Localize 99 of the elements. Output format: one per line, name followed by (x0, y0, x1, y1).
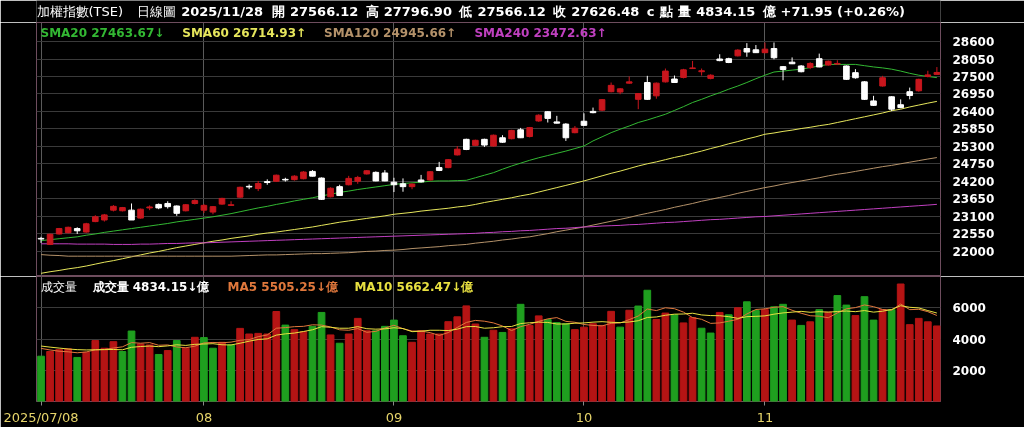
bar (788, 319, 796, 402)
text: 開 (271, 4, 285, 19)
text: 高 (365, 4, 379, 19)
candlestick (761, 42, 769, 54)
text: 27566.12 (289, 4, 359, 19)
candlestick (861, 80, 868, 101)
x-tick-label: 09 (385, 409, 403, 425)
text: c (646, 4, 655, 19)
bar (625, 309, 634, 402)
bar (761, 309, 769, 402)
bar (326, 334, 335, 402)
text: 27626.48 (571, 4, 640, 19)
text: 2025/11/28 (181, 4, 264, 19)
y-tick-label: 4000 (952, 332, 986, 347)
text: 低 (458, 4, 473, 19)
y-tick-label: 23100 (952, 209, 995, 224)
candlestick (933, 66, 941, 75)
text: SMA240 23472.63↑ (474, 25, 607, 40)
candlestick (399, 177, 407, 193)
bar (489, 329, 498, 402)
y-tick-label: 6000 (952, 301, 986, 316)
candlestick (390, 177, 398, 193)
y-tick-label: 23650 (952, 192, 995, 207)
bar (824, 311, 833, 402)
line-series (40, 157, 938, 257)
text: 27796.90 (383, 4, 452, 19)
bar (851, 315, 860, 402)
bar (480, 336, 489, 402)
x-tick-label: 11 (756, 409, 774, 425)
bar (154, 353, 163, 402)
bar (227, 344, 235, 402)
bar (670, 314, 679, 402)
bar (73, 356, 82, 402)
y-tick-label: 28050 (952, 52, 995, 67)
candlestick (417, 174, 425, 184)
text: 點 (659, 4, 674, 19)
bar (308, 325, 317, 402)
chart-title: 加權指數(TSE) (36, 4, 124, 19)
bar (724, 314, 733, 402)
y-tick-label: 24750 (952, 157, 995, 172)
y-tick-label: 26950 (952, 87, 995, 102)
bar (172, 340, 181, 402)
candlestick (743, 42, 751, 58)
candlestick (37, 236, 45, 244)
line-series (40, 203, 938, 245)
bar (887, 309, 896, 402)
bar (806, 321, 815, 402)
text: 4834.15 (696, 4, 756, 19)
chart-subtitle: 日線圖 (137, 4, 177, 19)
y-tick-label: 27500 (952, 69, 995, 84)
bar (335, 342, 344, 402)
text: MA5 5505.25↓億 (227, 279, 340, 294)
bar (37, 355, 45, 402)
y-tick-label: 25300 (952, 139, 995, 154)
text: 27566.12 (477, 4, 546, 19)
bar (281, 324, 290, 402)
candlestick (227, 200, 235, 207)
bar (869, 319, 878, 402)
bar (317, 311, 326, 402)
bar (878, 309, 887, 402)
annotation: 成交量 4834.15↓億 (91, 279, 211, 294)
x-tick-label: 10 (575, 409, 593, 425)
bar (815, 309, 824, 402)
text: 收 (553, 4, 568, 19)
text: SMA20 27463.67↓ (40, 25, 165, 40)
text: 量 (677, 4, 692, 19)
bar (507, 328, 516, 402)
y-tick-label: 28600 (952, 35, 995, 50)
text: MA10 5662.47↓億 (354, 279, 475, 294)
candlestick (752, 44, 760, 54)
bar (498, 331, 507, 402)
y-tick-label: 22550 (952, 227, 995, 242)
y-tick-label: 26400 (952, 104, 995, 119)
x-tick-label: 08 (195, 409, 213, 425)
y-tick-label: 22000 (952, 244, 995, 259)
candlestick (644, 75, 651, 101)
y-tick-label: 24200 (952, 174, 995, 189)
candlestick (779, 65, 787, 81)
text: SMA120 24945.66↑ (324, 25, 457, 40)
bar (218, 341, 226, 402)
bar (163, 350, 172, 402)
bar (715, 311, 724, 402)
x-tick-label: 2025/07/08 (3, 409, 79, 425)
text: SMA60 26714.93↑ (182, 25, 307, 40)
bar (127, 330, 136, 402)
candlestick (318, 176, 325, 201)
bar (118, 351, 127, 402)
chart-title: 成交量 (40, 279, 77, 294)
bar (516, 303, 525, 402)
text: +71.95 (+0.26%) (780, 4, 905, 19)
bar (797, 324, 805, 402)
candlestick (580, 112, 588, 127)
bar (616, 326, 625, 402)
bar (860, 296, 869, 402)
text: 億 (761, 4, 777, 19)
y-tick-label: 25850 (952, 122, 995, 137)
bar (733, 307, 742, 402)
y-tick-label: 2000 (952, 363, 986, 378)
line-series (40, 100, 938, 274)
